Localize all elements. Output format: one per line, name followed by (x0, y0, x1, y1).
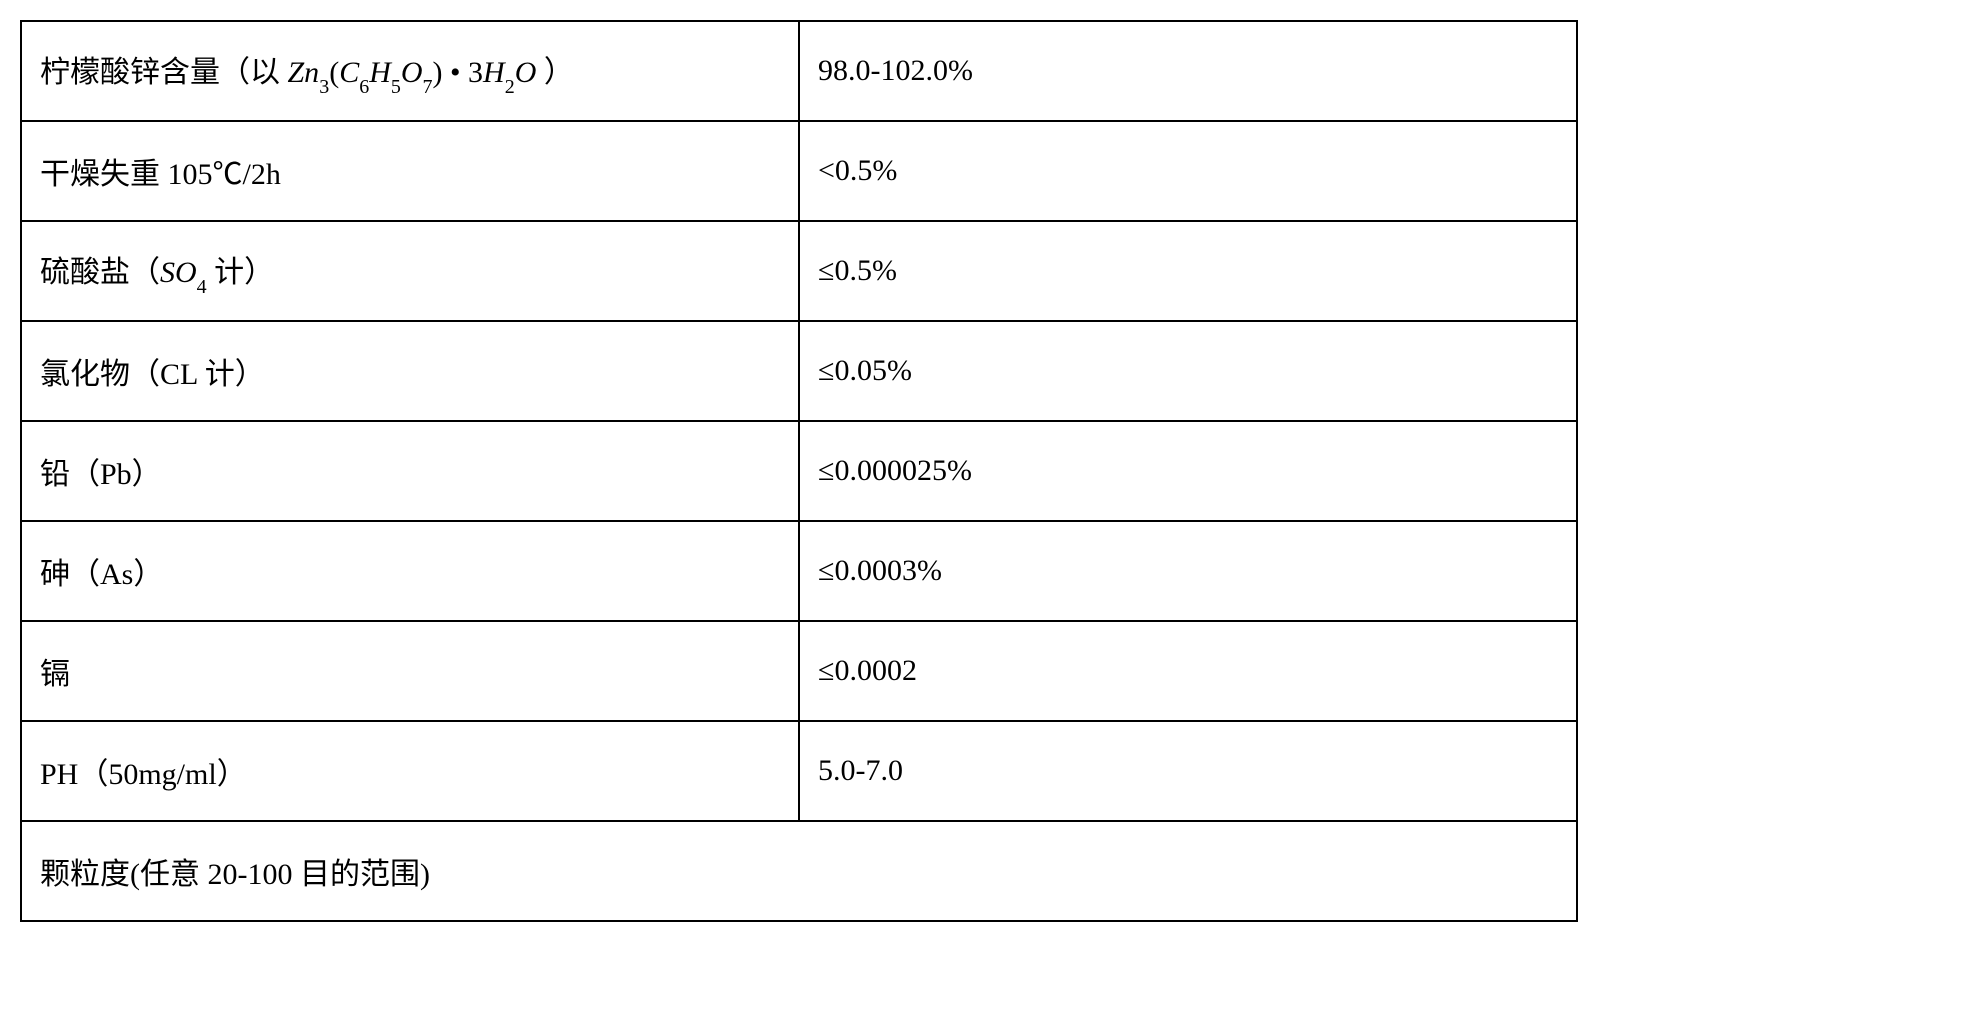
table-row: 颗粒度(任意 20-100 目的范围) (21, 821, 1577, 921)
param-cell: 铅（Pb） (21, 421, 799, 521)
value-cell: ≤0.0003% (799, 521, 1577, 621)
param-cell: 硫酸盐（SO4 计） (21, 221, 799, 321)
param-cell: 镉 (21, 621, 799, 721)
param-cell: 干燥失重 105℃/2h (21, 121, 799, 221)
table-row: 铅（Pb）≤0.000025% (21, 421, 1577, 521)
spec-table-body: 柠檬酸锌含量（以 Zn3(C6H5O7) • 3H2O ）98.0-102.0%… (21, 21, 1577, 921)
param-cell: 氯化物（CL 计） (21, 321, 799, 421)
last-row-cell: 颗粒度(任意 20-100 目的范围) (21, 821, 1577, 921)
value-cell: ≤0.5% (799, 221, 1577, 321)
value-cell: 98.0-102.0% (799, 21, 1577, 121)
param-cell: 柠檬酸锌含量（以 Zn3(C6H5O7) • 3H2O ） (21, 21, 799, 121)
spec-table: 柠檬酸锌含量（以 Zn3(C6H5O7) • 3H2O ）98.0-102.0%… (20, 20, 1578, 922)
table-row: PH（50mg/ml）5.0-7.0 (21, 721, 1577, 821)
table-row: 干燥失重 105℃/2h<0.5% (21, 121, 1577, 221)
table-row: 硫酸盐（SO4 计）≤0.5% (21, 221, 1577, 321)
value-cell: 5.0-7.0 (799, 721, 1577, 821)
table-row: 柠檬酸锌含量（以 Zn3(C6H5O7) • 3H2O ）98.0-102.0% (21, 21, 1577, 121)
table-row: 砷（As）≤0.0003% (21, 521, 1577, 621)
param-cell: PH（50mg/ml） (21, 721, 799, 821)
param-cell: 砷（As） (21, 521, 799, 621)
value-cell: ≤0.000025% (799, 421, 1577, 521)
value-cell: ≤0.0002 (799, 621, 1577, 721)
value-cell: ≤0.05% (799, 321, 1577, 421)
value-cell: <0.5% (799, 121, 1577, 221)
table-row: 氯化物（CL 计）≤0.05% (21, 321, 1577, 421)
table-row: 镉≤0.0002 (21, 621, 1577, 721)
